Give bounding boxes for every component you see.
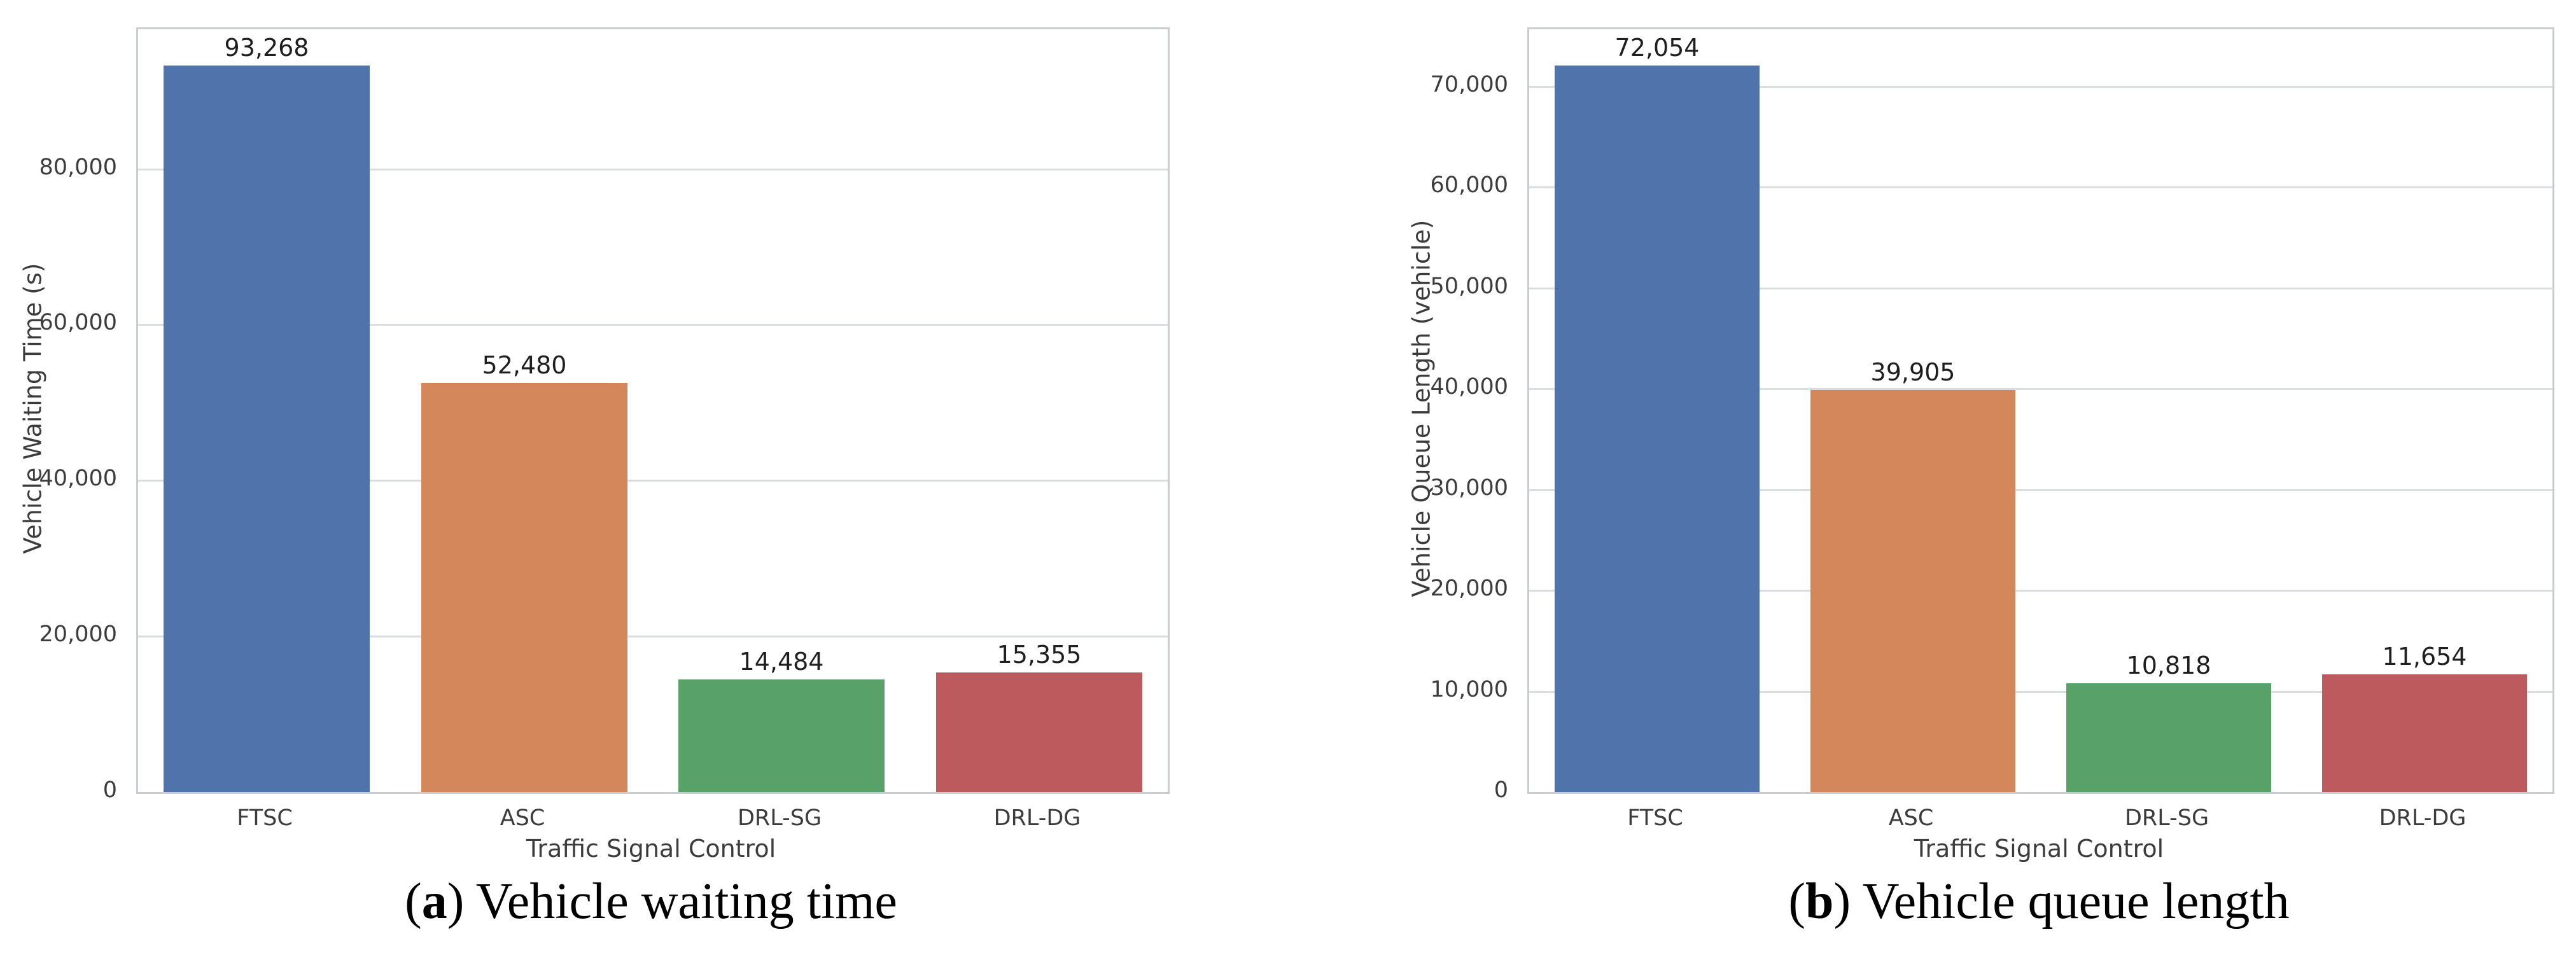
gridline	[138, 169, 1168, 170]
bar-drl-dg	[2322, 674, 2527, 792]
y-tick-label: 40,000	[1430, 374, 1508, 400]
x-axis-title: Traffic Signal Control	[526, 835, 776, 863]
x-axis-title: Traffic Signal Control	[1914, 835, 2164, 863]
gridline	[1529, 186, 2552, 188]
plot-area: 72,054 39,905 10,818 11,654	[1527, 27, 2554, 794]
bar-ftsc	[1555, 66, 1760, 792]
bar-value-label: 11,654	[2382, 643, 2467, 671]
y-tick-label: 20,000	[1430, 576, 1508, 601]
y-tick-label: 10,000	[1430, 677, 1508, 702]
gridline	[1529, 288, 2552, 289]
y-tick-label: 0	[102, 777, 117, 803]
y-tick-label: 60,000	[1430, 172, 1508, 198]
caption-text: ) Vehicle waiting time	[447, 873, 897, 929]
bar-value-label: 14,484	[739, 648, 824, 676]
x-tick-label: DRL-SG	[737, 805, 822, 831]
y-tick-label: 80,000	[39, 155, 117, 180]
gridline	[1529, 691, 2552, 693]
bar-value-label: 72,054	[1614, 34, 1700, 62]
x-tick-label: ASC	[500, 805, 545, 831]
bar-asc	[421, 383, 627, 792]
bar-ftsc	[164, 66, 370, 792]
bar-drl-sg	[2066, 683, 2271, 792]
gridline	[138, 480, 1168, 482]
bar-value-label: 10,818	[2126, 651, 2211, 679]
bar-value-label: 39,905	[1870, 358, 1956, 386]
y-tick-label: 70,000	[1430, 72, 1508, 97]
bar-value-label: 52,480	[482, 351, 567, 379]
bar-drl-dg	[936, 672, 1142, 792]
y-tick-label: 0	[1494, 777, 1508, 803]
y-axis-title: Vehicle Waiting Time (s)	[18, 263, 47, 554]
caption-panel-letter: a	[421, 873, 447, 929]
y-tick-label: 20,000	[39, 622, 117, 647]
chart-vehicle-queue-length: 72,054 39,905 10,818 11,654 Vehicle Queue L…	[1368, 0, 2576, 974]
gridline	[138, 636, 1168, 637]
bar-value-label: 15,355	[997, 641, 1082, 669]
x-tick-label: DRL-DG	[2379, 805, 2467, 831]
caption-paren-open: (	[405, 873, 422, 929]
x-tick-label: FTSC	[237, 805, 293, 831]
gridline	[1529, 489, 2552, 491]
plot-area: 93,268 52,480 14,484 15,355	[136, 27, 1170, 794]
caption-panel-letter: b	[1805, 873, 1834, 929]
y-tick-label: 30,000	[1430, 475, 1508, 501]
figure-caption: (a) Vehicle waiting time	[136, 873, 1166, 931]
bar-drl-sg	[678, 679, 885, 792]
chart-vehicle-waiting-time: 93,268 52,480 14,484 15,355 Vehicle Waiting…	[18, 27, 1170, 931]
gridline	[1529, 388, 2552, 390]
x-tick-label: DRL-SG	[2124, 805, 2209, 831]
gridline	[138, 324, 1168, 326]
x-tick-label: ASC	[1888, 805, 1934, 831]
y-tick-label: 50,000	[1430, 274, 1508, 299]
caption-text: ) Vehicle queue length	[1833, 873, 2290, 929]
bar-value-label: 93,268	[224, 34, 309, 62]
figure-caption: (b) Vehicle queue length	[1527, 873, 2551, 931]
bar-asc	[1810, 390, 2015, 792]
x-tick-label: DRL-DG	[993, 805, 1081, 831]
gridline	[1529, 86, 2552, 88]
gridline	[1529, 590, 2552, 592]
y-tick-label: 40,000	[39, 466, 117, 491]
caption-paren-open: (	[1788, 873, 1806, 929]
y-tick-label: 60,000	[39, 310, 117, 335]
x-tick-label: FTSC	[1627, 805, 1683, 831]
